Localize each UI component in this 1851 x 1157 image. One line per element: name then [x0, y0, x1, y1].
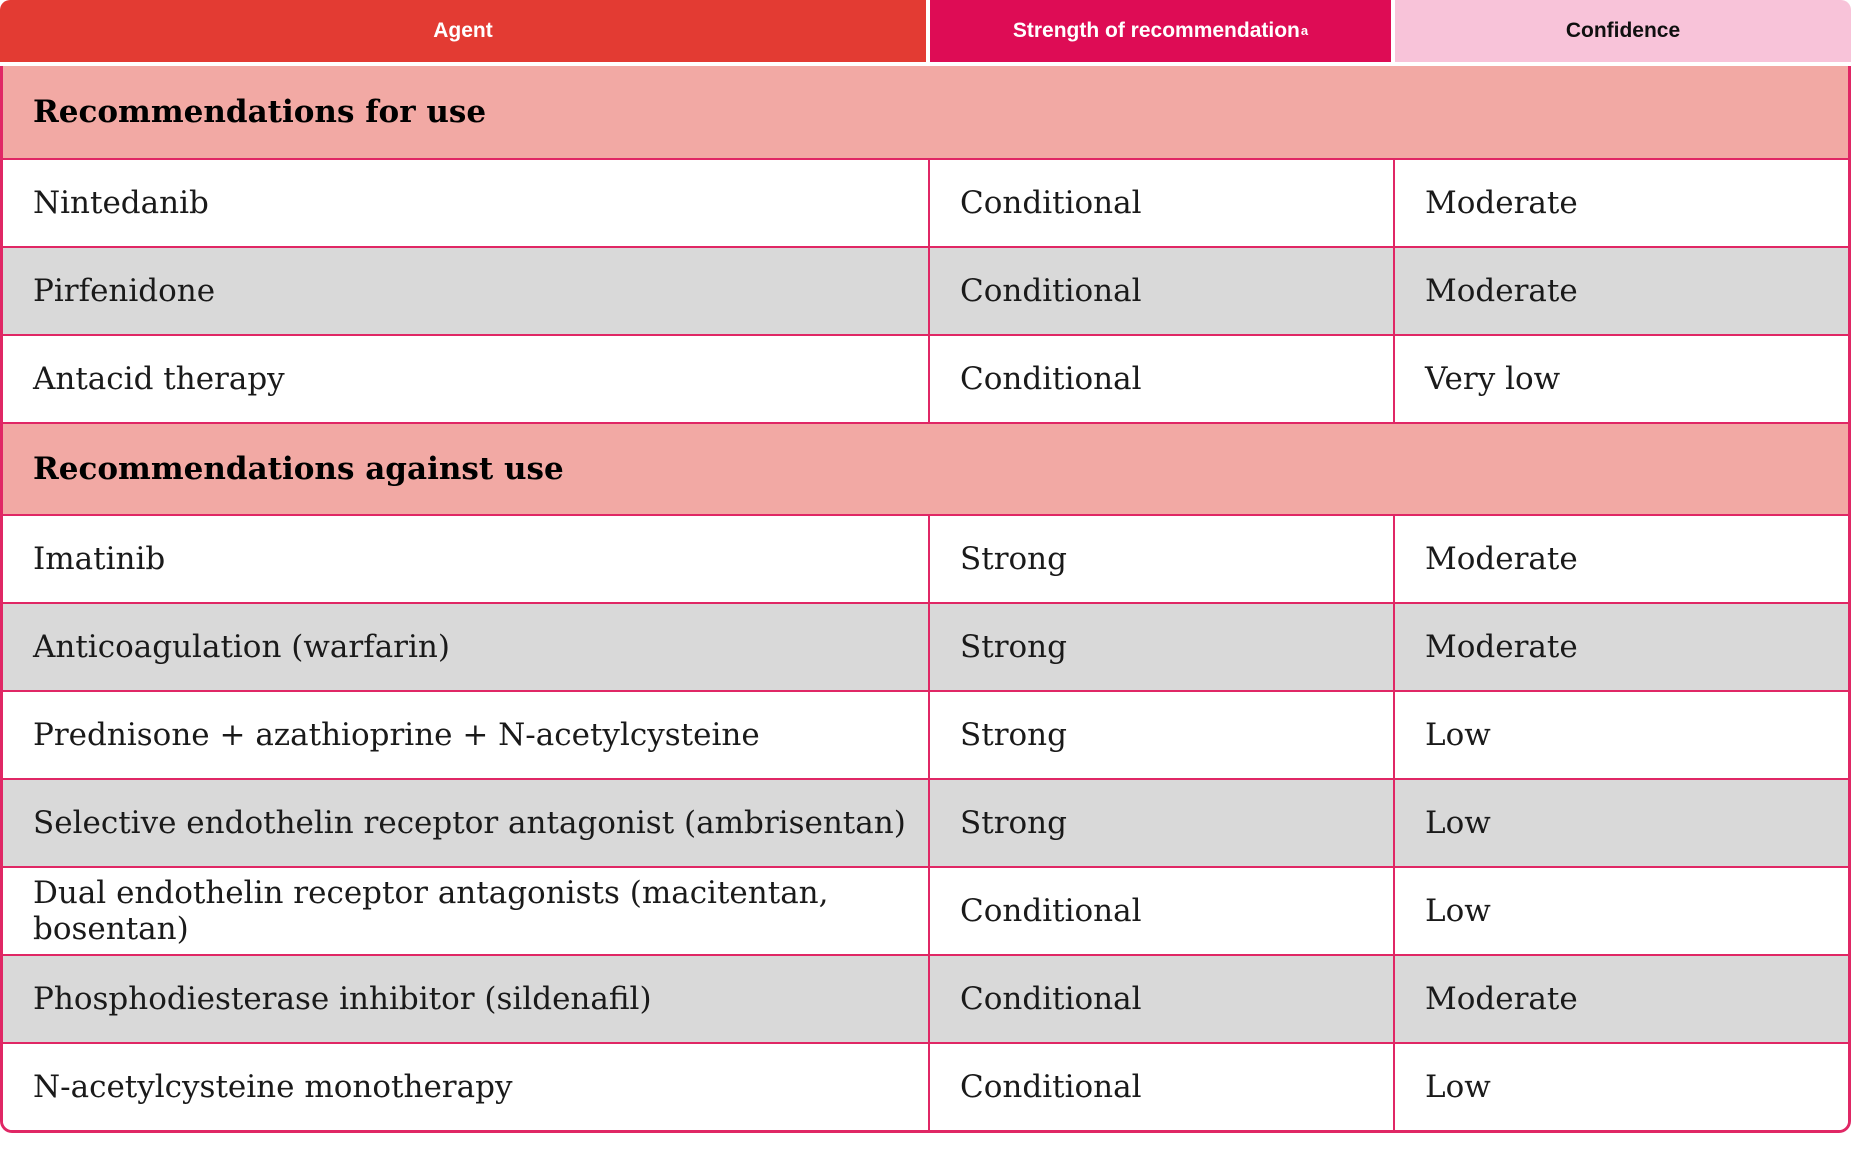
section-header-row: Recommendations against use: [3, 422, 1848, 514]
table-row: Prednisone + azathioprine + N-acetylcyst…: [3, 690, 1848, 778]
confidence-cell: Moderate: [1393, 248, 1848, 334]
confidence-cell: Very low: [1393, 336, 1848, 422]
column-header-strength-label: Strength of recommendation: [1012, 19, 1300, 42]
confidence-cell: Low: [1393, 692, 1848, 778]
table-row: N-acetylcysteine monotherapy Conditional L…: [3, 1042, 1848, 1130]
table-row: Pirfenidone Conditional Moderate: [3, 246, 1848, 334]
table-row: Dual endothelin receptor antagonists (ma…: [3, 866, 1848, 954]
agent-cell: Antacid therapy: [33, 361, 285, 397]
strength-cell: Strong: [928, 780, 1393, 866]
strength-cell: Strong: [928, 692, 1393, 778]
strength-cell: Conditional: [928, 160, 1393, 246]
confidence-cell: Moderate: [1393, 604, 1848, 690]
agent-cell: Nintedanib: [33, 185, 209, 221]
table-row: Nintedanib Conditional Moderate: [3, 158, 1848, 246]
agent-cell: Phosphodiesterase inhibitor (sildenafil): [33, 981, 652, 1017]
strength-cell: Conditional: [928, 1044, 1393, 1130]
confidence-cell: Moderate: [1393, 516, 1848, 602]
agent-cell: Prednisone + azathioprine + N-acetylcyst…: [33, 717, 760, 753]
table-body: Recommendations for use Nintedanib Conditi…: [0, 66, 1851, 1133]
table-row: Selective endothelin receptor antagonist…: [3, 778, 1848, 866]
confidence-cell: Moderate: [1393, 160, 1848, 246]
strength-cell: Conditional: [928, 248, 1393, 334]
column-header-agent: Agent: [0, 0, 926, 62]
agent-cell: Anticoagulation (warfarin): [33, 629, 450, 665]
agent-cell: N-acetylcysteine monotherapy: [33, 1069, 513, 1105]
table-row: Anticoagulation (warfarin) Strong Moderate: [3, 602, 1848, 690]
agent-cell: Dual endothelin receptor antagonists (ma…: [33, 875, 829, 947]
agent-cell: Selective endothelin receptor antagonist…: [33, 805, 906, 841]
agent-cell: Imatinib: [33, 541, 166, 577]
strength-cell: Strong: [928, 516, 1393, 602]
table-row: Phosphodiesterase inhibitor (sildenafil)…: [3, 954, 1848, 1042]
strength-cell: Conditional: [928, 956, 1393, 1042]
strength-cell: Strong: [928, 604, 1393, 690]
section-header-row: Recommendations for use: [3, 66, 1848, 158]
table-header-row: Agent Strength of recommendation a Confid…: [0, 0, 1851, 62]
strength-cell: Conditional: [928, 868, 1393, 954]
confidence-cell: Low: [1393, 868, 1848, 954]
agent-cell: Pirfenidone: [33, 273, 216, 309]
confidence-cell: Low: [1393, 1044, 1848, 1130]
confidence-cell: Low: [1393, 780, 1848, 866]
confidence-cell: Moderate: [1393, 956, 1848, 1042]
column-header-confidence: Confidence: [1395, 0, 1851, 62]
table-row: Antacid therapy Conditional Very low: [3, 334, 1848, 422]
table-row: Imatinib Strong Moderate: [3, 514, 1848, 602]
strength-cell: Conditional: [928, 336, 1393, 422]
column-header-strength-of-recommendation: Strength of recommendation a: [930, 0, 1391, 62]
